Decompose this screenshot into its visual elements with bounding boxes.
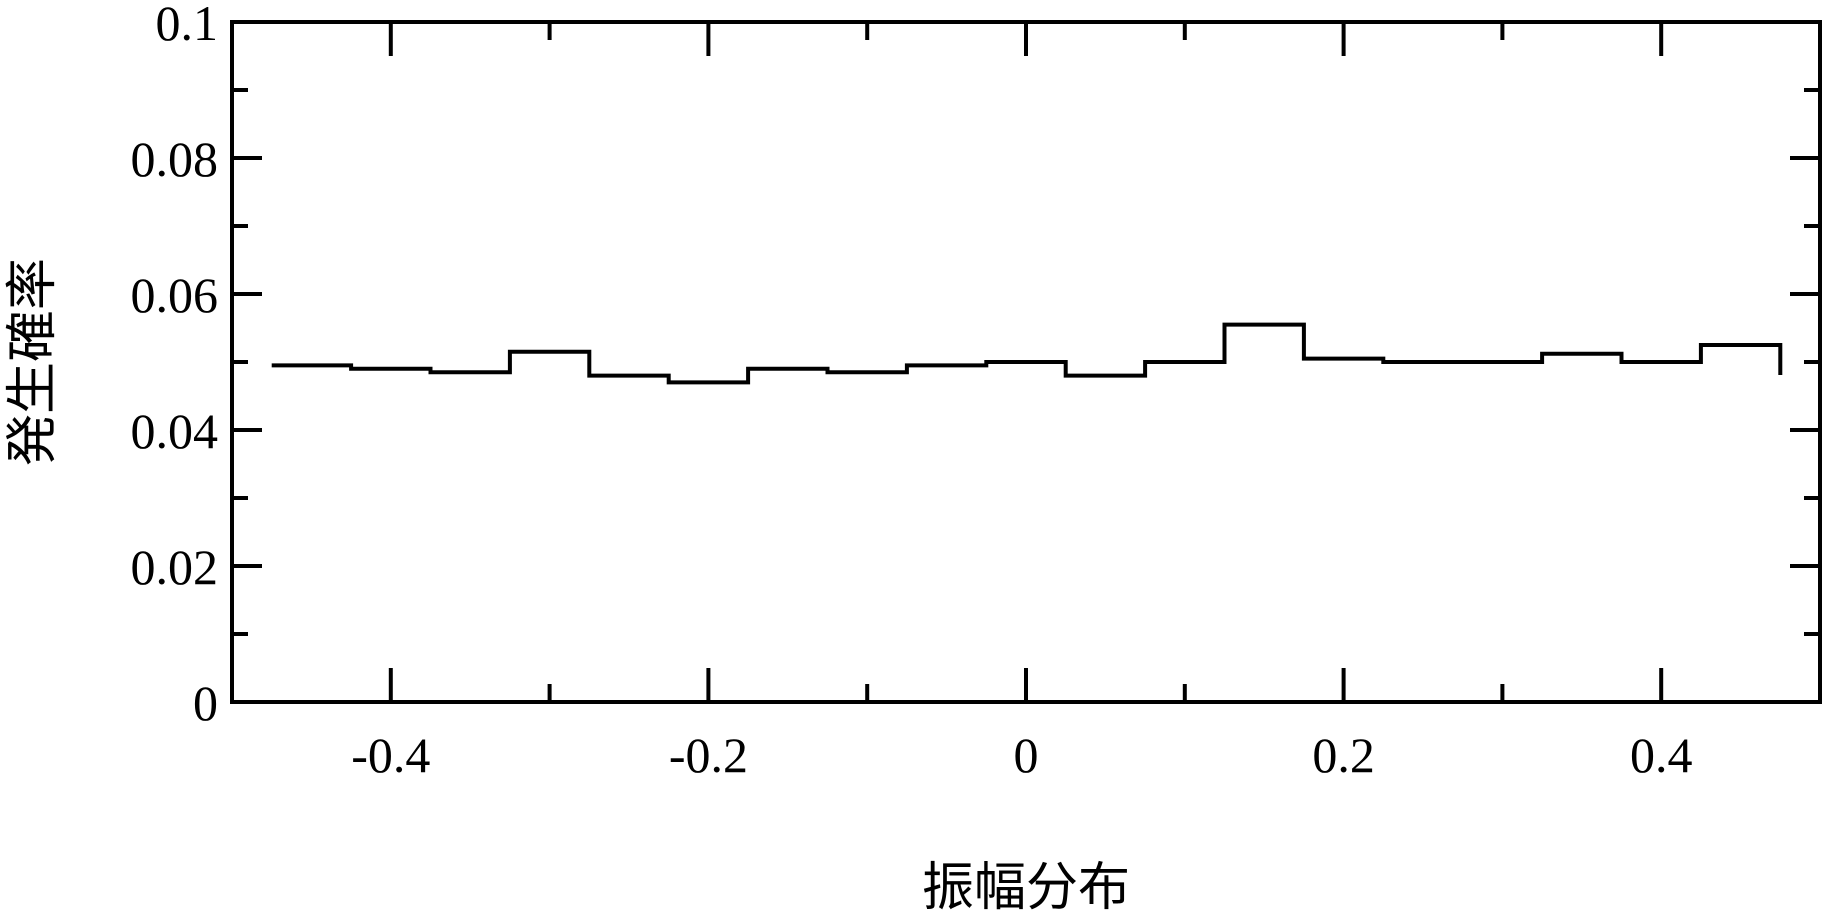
y-tick-label: 0.04 xyxy=(131,403,219,459)
y-tick-label: 0.1 xyxy=(156,0,219,51)
y-tick-label: 0.08 xyxy=(131,131,219,187)
x-tick-label: 0.4 xyxy=(1630,727,1693,783)
histogram-step-line xyxy=(271,322,1783,385)
x-tick-label: 0.2 xyxy=(1312,727,1375,783)
tick-labels: -0.4 -0.2 0 0.2 0.4 0 0.02 0.04 0.06 0.08 0.1 xyxy=(131,0,1693,783)
y-tick-label: 0.06 xyxy=(131,267,219,323)
y-tick-label: 0 xyxy=(193,675,218,731)
x-tick-label: -0.2 xyxy=(669,727,748,783)
y-tick-label: 0.02 xyxy=(131,539,219,595)
x-tick-label: -0.4 xyxy=(351,727,430,783)
x-tick-label: 0 xyxy=(1014,727,1039,783)
x-axis-label: 振幅分布 xyxy=(922,860,1130,913)
y-axis-label: 発生確率 xyxy=(5,258,62,466)
tick-marks xyxy=(232,20,1820,704)
